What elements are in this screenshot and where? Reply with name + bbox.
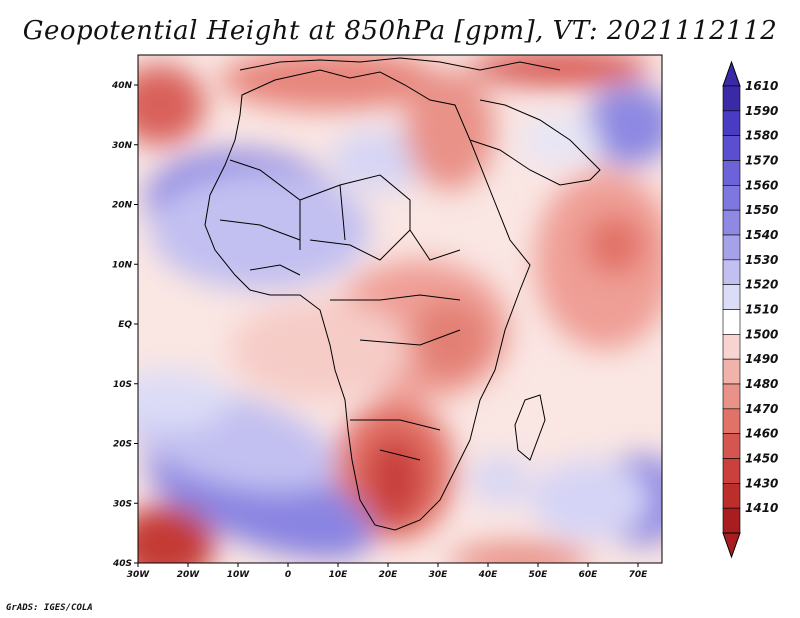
colorbar-swatch	[722, 284, 741, 310]
colorbar-label: 1410	[745, 501, 778, 515]
y-tick-label: 10S	[113, 380, 132, 390]
colorbar-swatch	[722, 234, 741, 261]
colorbar-swatch	[722, 135, 741, 161]
plot-frame	[137, 54, 663, 564]
colorbar-swatch	[722, 259, 741, 285]
chart-title: Geopotential Height at 850hPa [gpm], VT:…	[22, 16, 778, 46]
africa-coastline	[204, 69, 531, 531]
colorbar-label: 1590	[745, 104, 778, 118]
shaded-field	[138, 55, 662, 563]
colorbar-swatch	[722, 209, 741, 236]
colorbar-label: 1480	[745, 377, 778, 391]
colorbar-label: 1530	[745, 253, 778, 267]
y-tick-label: 40N	[111, 81, 133, 91]
colorbar-label: 1450	[745, 452, 778, 466]
x-tick-label: 0	[285, 570, 291, 580]
colorbar-swatch	[722, 309, 741, 335]
x-axis: 30W 20W 10W 0 10E 20E 30E 40E 50E 60E 70E	[127, 563, 648, 580]
colorbar-label: 1520	[745, 278, 778, 292]
x-tick-label: 70E	[629, 570, 649, 580]
y-tick-label: 10N	[112, 260, 133, 270]
y-tick-label: 40S	[112, 559, 132, 569]
colorbar-label: 1460	[745, 427, 778, 441]
madagascar-coastline	[514, 394, 546, 461]
arabia-coastline	[469, 99, 601, 186]
colorbar-label: 1580	[745, 129, 778, 143]
shade-low-mediterranean	[220, 55, 440, 110]
x-tick-label: 30E	[429, 570, 449, 580]
colorbar-swatch	[722, 458, 741, 484]
colorbar-swatch	[722, 85, 741, 112]
colorbar-label: 1540	[745, 228, 778, 242]
x-tick-label: 30W	[127, 570, 151, 580]
colorbar-top-arrow	[722, 60, 741, 87]
x-tick-label: 10E	[329, 570, 349, 580]
x-tick-label: 40E	[478, 570, 499, 580]
colorbar-label: 1470	[745, 402, 778, 416]
colorbar: 1610 1590 1580 1570 1560 1550 1540 1530 1520 1510…	[722, 60, 778, 559]
x-tick-label: 10W	[227, 570, 251, 580]
colorbar-label: 1500	[745, 327, 778, 341]
colorbar-swatch	[722, 334, 741, 360]
colorbar-swatch	[722, 408, 741, 434]
colorbar-swatch	[722, 507, 741, 534]
colorbar-swatch	[722, 483, 741, 509]
x-tick-label: 20W	[177, 570, 201, 580]
colorbar-label: 1430	[745, 476, 778, 490]
colorbar-label: 1560	[745, 178, 778, 192]
footer-credit: GrADS: IGES/COLA	[6, 603, 93, 613]
y-axis: 40N 30N 20N 10N EQ 10S 20S 30S 40S	[111, 81, 138, 569]
y-tick-label: 20S	[113, 440, 132, 450]
colorbar-label: 1550	[745, 203, 778, 217]
x-tick-label: 50E	[529, 570, 549, 580]
colorbar-swatch	[722, 433, 741, 459]
y-tick-label: EQ	[118, 320, 132, 330]
y-tick-label: 30N	[112, 141, 133, 151]
x-tick-label: 60E	[579, 570, 599, 580]
colorbar-label: 1610	[745, 79, 778, 93]
colorbar-swatch	[722, 160, 741, 186]
y-tick-label: 20N	[112, 201, 133, 211]
shade-high-iran	[585, 85, 662, 165]
colorbar-label: 1510	[745, 303, 778, 317]
colorbar-swatch	[722, 358, 741, 385]
coastlines	[204, 57, 601, 531]
colorbar-swatch	[722, 185, 741, 211]
shade-low-sw-corner	[138, 505, 215, 563]
y-tick-label: 30S	[113, 499, 132, 509]
colorbar-bottom-arrow	[722, 532, 741, 559]
colorbar-swatch	[722, 383, 741, 410]
colorbar-label: 1490	[745, 352, 778, 366]
x-tick-label: 20E	[379, 570, 399, 580]
colorbar-label: 1570	[745, 154, 778, 168]
shade-low-nw-atlantic	[138, 65, 205, 145]
colorbar-swatch	[722, 110, 741, 136]
